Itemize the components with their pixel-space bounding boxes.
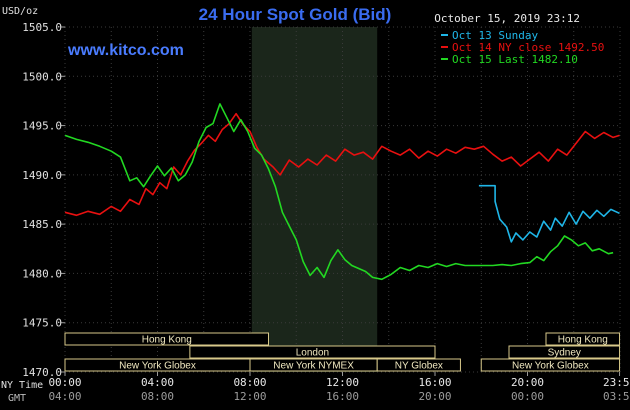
x-tick-label: 08:00 [233,376,266,389]
y-tick-label: 1475.0 [22,317,62,330]
gridlines [64,26,621,373]
legend-entry: Oct 13 Sunday [452,29,538,42]
x-axis-label-gmt: GMT [8,393,26,404]
x-tick-label: 04:00 [141,376,174,389]
session-bar [508,345,621,359]
session-bar [480,358,621,372]
x-tick-label-gmt: 04:00 [48,390,81,403]
x-tick-label: 23:59 [603,376,630,389]
x-tick-label-gmt: 16:00 [326,390,359,403]
series-line [478,184,620,243]
y-tick-label: 1495.0 [22,120,62,133]
chart-title: 24 Hour Spot Gold (Bid) [199,5,392,24]
session-bar [64,332,269,346]
y-tick-label: 1485.0 [22,218,62,231]
x-tick-label-gmt: 03:59 [603,390,630,403]
session-label: Hong Kong [142,335,192,346]
x-tick-label: 12:00 [326,376,359,389]
session-bar [545,332,621,346]
y-tick-label: 1505.0 [22,21,62,34]
chart-timestamp: October 15, 2019 23:12 [434,12,580,25]
y-tick-label: 1470.0 [22,366,62,379]
session-label: Hong Kong [558,335,608,346]
y-tick-label: 1490.0 [22,169,62,182]
y-tick-label: 1480.0 [22,267,62,280]
session-bar [189,345,436,359]
session-label: New York NYMEX [273,361,354,372]
x-axis-label-ny: NY Time [1,380,43,391]
legend-entry: Oct 15 Last 1482.10 [452,53,578,66]
session-label: New York Globex [119,361,196,372]
series-line [64,112,620,217]
x-tick-label-gmt: 08:00 [141,390,174,403]
session-label: New York Globex [512,361,589,372]
session-label: Sydney [548,348,581,359]
y-tick-label: 1500.0 [22,70,62,83]
x-axis: 00:0004:0004:0008:0008:0012:0012:0016:00… [48,372,630,403]
y-unit-label: USD/oz [2,6,38,17]
series-line [64,103,614,281]
market-sessions: Hong Kong London New York Globex New York N… [64,332,621,372]
site-watermark: www.kitco.com [67,42,184,59]
x-tick-label: 16:00 [418,376,451,389]
x-tick-label-gmt: 20:00 [418,390,451,403]
x-tick-label: 20:00 [511,376,544,389]
nymex-session-band [251,27,378,372]
legend-entry: Oct 14 NY close 1492.50 [452,41,604,54]
session-label: NY Globex [395,361,443,372]
x-tick-label-gmt: 12:00 [233,390,266,403]
session-label: London [296,348,329,359]
x-tick-label: 00:00 [48,376,81,389]
x-tick-label-gmt: 00:00 [511,390,544,403]
session-bar [376,358,461,372]
series-lines [64,103,620,281]
y-axis: 1505.0 1500.0 1495.0 1490.0 1485.0 1480.0 1475… [22,21,65,379]
